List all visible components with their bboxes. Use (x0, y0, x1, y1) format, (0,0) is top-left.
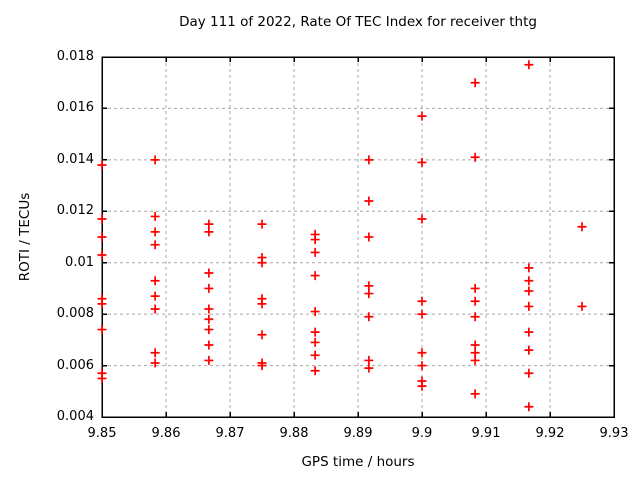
data-point-marker (150, 348, 160, 358)
data-point-marker (470, 312, 480, 322)
data-point-marker (257, 258, 267, 268)
data-point-marker (364, 312, 374, 322)
y-tick-label: 0.008 (56, 306, 94, 322)
data-point-marker (150, 211, 160, 221)
data-point-marker (204, 283, 214, 293)
x-tick-label: 9.92 (535, 426, 565, 441)
data-point-marker (470, 389, 480, 399)
data-point-marker (524, 276, 534, 286)
data-point-marker (417, 296, 427, 306)
data-point-marker (364, 289, 374, 299)
data-point-marker (470, 78, 480, 88)
y-tick-label: 0.004 (56, 409, 94, 424)
data-point-marker (417, 111, 427, 121)
data-point-marker (204, 304, 214, 314)
x-tick-label: 9.85 (87, 426, 117, 441)
data-point-marker (204, 314, 214, 324)
y-tick-label: 0.014 (56, 151, 94, 167)
x-tick-label: 9.91 (471, 426, 501, 441)
x-tick-label: 9.87 (215, 426, 245, 441)
data-point-marker (417, 309, 427, 319)
data-point-marker (97, 299, 107, 309)
x-tick-label: 9.89 (343, 426, 373, 441)
data-point-marker (310, 247, 320, 257)
data-point-marker (257, 299, 267, 309)
data-point-marker (204, 227, 214, 237)
data-point-marker (364, 281, 374, 291)
x-axis-title: GPS time / hours (301, 454, 415, 470)
data-point-marker (150, 155, 160, 165)
data-point-marker (204, 325, 214, 335)
data-point-marker (97, 373, 107, 383)
data-point-marker (204, 340, 214, 350)
data-point-marker (97, 325, 107, 335)
data-point-marker (310, 337, 320, 347)
data-point-marker (524, 263, 534, 273)
data-point-marker (417, 361, 427, 371)
data-point-marker (417, 157, 427, 167)
y-tick-label: 0.018 (56, 49, 94, 64)
data-point-marker (150, 227, 160, 237)
data-point-marker (417, 214, 427, 224)
data-point-marker (97, 232, 107, 242)
data-point-marker (310, 307, 320, 317)
data-point-marker (524, 402, 534, 412)
data-point-marker (417, 381, 427, 391)
x-tick-label: 9.93 (599, 426, 629, 441)
data-point-marker (364, 196, 374, 206)
data-point-marker (470, 152, 480, 162)
data-point-marker (204, 268, 214, 278)
data-point-marker (310, 271, 320, 281)
data-point-marker (470, 296, 480, 306)
data-point-marker (524, 60, 534, 70)
data-point-marker (310, 366, 320, 376)
data-point-marker (524, 345, 534, 355)
chart-title: Day 111 of 2022, Rate Of TEC Index for r… (179, 14, 537, 30)
y-tick-label: 0.006 (56, 357, 94, 373)
data-point-marker (364, 232, 374, 242)
data-point-marker (470, 348, 480, 358)
data-point-marker (97, 160, 107, 170)
y-tick-label: 0.016 (56, 100, 94, 116)
data-point-marker (257, 219, 267, 229)
data-point-marker (524, 368, 534, 378)
data-point-marker (97, 214, 107, 224)
y-tick-label: 0.012 (56, 203, 94, 219)
data-point-marker (577, 222, 587, 232)
data-point-marker (150, 276, 160, 286)
data-point-marker (524, 301, 534, 311)
data-point-marker (524, 286, 534, 296)
data-point-marker (364, 363, 374, 373)
data-point-marker (577, 301, 587, 311)
x-tick-label: 9.88 (279, 426, 309, 441)
data-point-marker (204, 355, 214, 365)
data-point-marker (417, 348, 427, 358)
data-point-marker (364, 155, 374, 165)
data-point-marker (364, 355, 374, 365)
data-point-marker (310, 235, 320, 245)
data-point-marker (470, 283, 480, 293)
x-tick-label: 9.86 (151, 426, 181, 441)
data-point-marker (310, 327, 320, 337)
data-point-marker (97, 250, 107, 260)
x-tick-label: 9.9 (411, 426, 433, 441)
data-point-marker (150, 291, 160, 301)
data-point-marker (470, 355, 480, 365)
data-point-marker (257, 330, 267, 340)
data-point-marker (470, 340, 480, 350)
data-point-marker (150, 304, 160, 314)
data-point-marker (204, 219, 214, 229)
data-point-marker (257, 361, 267, 371)
data-point-marker (150, 240, 160, 250)
data-point-marker (524, 327, 534, 337)
data-point-marker (310, 350, 320, 360)
data-point-marker (150, 358, 160, 368)
y-tick-label: 0.01 (65, 254, 94, 270)
